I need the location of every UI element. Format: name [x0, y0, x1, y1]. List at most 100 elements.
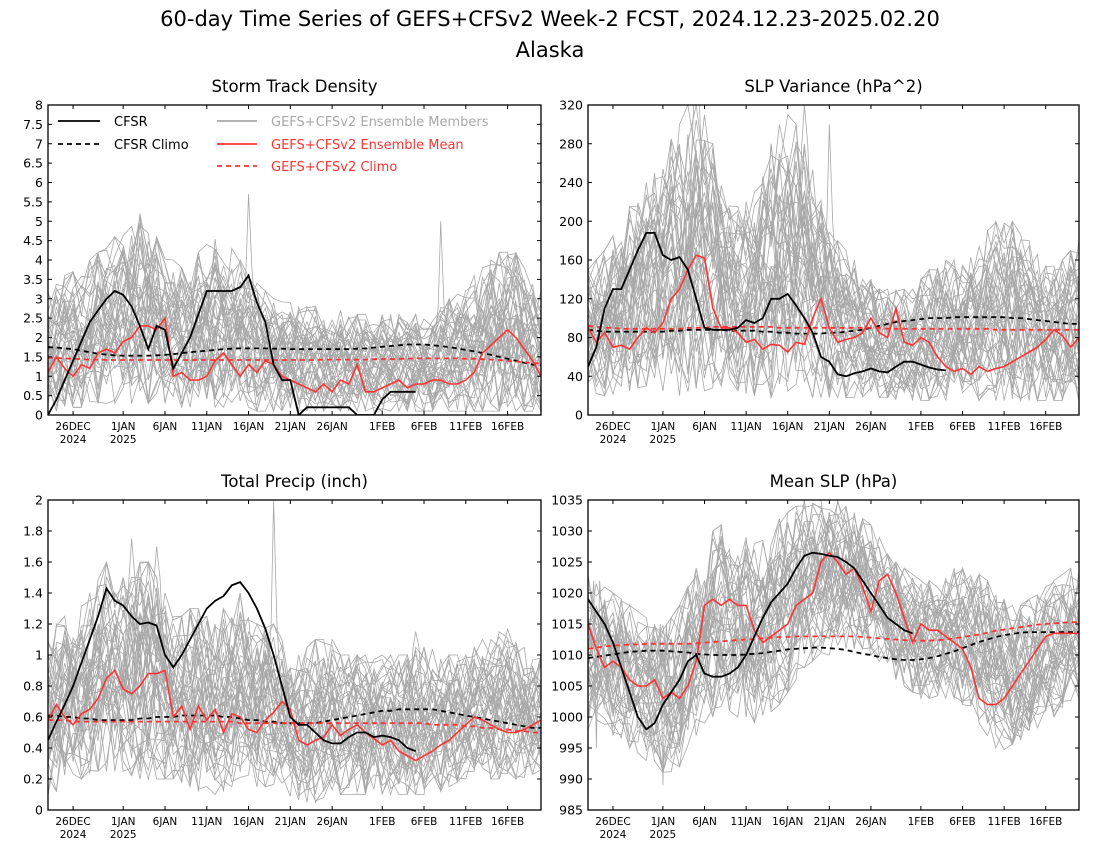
x-tick-label: 16JAN: [772, 421, 803, 433]
series-gefs-cfsv2-climo: [48, 356, 541, 365]
series-cfsr: [48, 273, 416, 415]
x-tick-label: 1JAN: [651, 421, 676, 433]
ensemble-member-line: [588, 160, 1079, 356]
ensemble-member-line: [588, 195, 1079, 378]
x-year-label: 2024: [600, 829, 627, 841]
ensemble-member-line: [48, 587, 541, 730]
y-tick-label: 1000: [551, 710, 583, 725]
x-tick-label: 6JAN: [153, 816, 178, 828]
y-tick-label: 5.5: [23, 194, 43, 209]
x-tick-label: 16FEB: [491, 816, 524, 828]
ensemble-member-line: [588, 203, 1079, 361]
y-tick-label: 2.5: [23, 311, 43, 326]
y-tick-label: 1.8: [23, 524, 43, 539]
x-tick-label: 1FEB: [369, 816, 396, 828]
legend: CFSR CFSR Climo GEFS+CFSv2 Ensemble Member…: [58, 115, 489, 175]
y-tick-label: 1015: [551, 617, 583, 632]
x-tick-label: 11JAN: [730, 421, 761, 433]
series-lines: [48, 581, 541, 762]
ensemble-members: [48, 500, 541, 804]
y-tick-label: 320: [559, 98, 583, 113]
panel-title: Total Precip (inch): [220, 472, 368, 491]
y-tick-label: 240: [559, 175, 583, 190]
x-tick-label: 6FEB: [949, 421, 976, 433]
y-tick-label: 200: [559, 214, 583, 229]
x-tick-label: 16FEB: [1029, 421, 1062, 433]
x-tick-label: 11FEB: [449, 421, 482, 433]
legend-label: GEFS+CFSv2 Ensemble Mean: [271, 138, 464, 153]
y-tick-label: 0: [35, 803, 43, 818]
ensemble-member-line: [48, 629, 541, 769]
ensemble-member-line: [588, 281, 1079, 403]
ensemble-member-line: [48, 561, 541, 704]
ensemble-members: [588, 500, 1079, 786]
y-tick-label: 7.5: [23, 117, 43, 132]
ensemble-member-line: [48, 216, 541, 367]
x-tick-label: 1FEB: [908, 421, 935, 433]
series-gefs-cfsv2-ensemble-mean: [588, 254, 1079, 376]
ensemble-member-line: [588, 202, 1079, 366]
x-year-label: 2025: [650, 829, 677, 841]
series-lines: [588, 231, 1079, 378]
x-year-label: 2025: [650, 434, 677, 446]
y-tick-label: 160: [559, 253, 583, 268]
x-tick-label: 21JAN: [814, 421, 845, 433]
series-lines: [588, 551, 1079, 731]
y-tick-label: 1005: [551, 679, 583, 694]
series-cfsr: [48, 581, 417, 752]
ensemble-member-line: [48, 583, 541, 729]
y-tick-label: 1: [35, 648, 43, 663]
y-tick-label: 1030: [551, 524, 583, 539]
y-tick-label: 40: [567, 369, 583, 384]
y-tick-label: 990: [559, 772, 583, 787]
y-tick-label: 120: [559, 291, 583, 306]
panel-title: Mean SLP (hPa): [770, 472, 898, 491]
ensemble-member-line: [588, 235, 1079, 394]
x-tick-label: 16JAN: [772, 816, 803, 828]
ensemble-members: [588, 105, 1079, 403]
ensemble-member-line: [588, 113, 1079, 336]
y-tick-label: 1020: [551, 586, 583, 601]
ensemble-member-line: [588, 248, 1079, 399]
x-year-label: 2025: [110, 434, 137, 446]
y-tick-label: 2: [35, 330, 43, 345]
panel-title: SLP Variance (hPa^2): [744, 77, 922, 96]
series-cfsr: [588, 551, 913, 731]
y-tick-label: 5: [35, 214, 43, 229]
x-tick-label: 6JAN: [153, 421, 178, 433]
x-tick-label: 21JAN: [275, 421, 306, 433]
legend-label: CFSR: [114, 115, 148, 130]
x-tick-label: 26JAN: [855, 816, 886, 828]
y-tick-label: 1025: [551, 555, 583, 570]
series-cfsr-climo: [588, 316, 1079, 335]
ensemble-member-line: [588, 124, 1079, 339]
chart-panel-3: Total Precip (inch) 0 0.2 0.4 0.6 0.8 1 1.2 1.4 1…: [23, 472, 542, 841]
ensemble-member-line: [588, 280, 1079, 401]
y-tick-label: 0.2: [23, 772, 43, 787]
x-tick-label: 1JAN: [651, 816, 676, 828]
ensemble-member-line: [48, 224, 541, 354]
y-tick-label: 8: [35, 98, 43, 113]
chart-panel-4: Mean SLP (hPa) 985 990 995 1000 1005 1010 1015 1…: [551, 472, 1080, 841]
x-tick-label: 26JAN: [855, 421, 886, 433]
x-tick-label: 6FEB: [411, 421, 438, 433]
x-tick-label: 11JAN: [730, 816, 761, 828]
x-tick-label: 26JAN: [316, 421, 347, 433]
x-tick-label: 16JAN: [233, 421, 264, 433]
y-tick-label: 4.5: [23, 233, 43, 248]
panel-title: Storm Track Density: [212, 77, 378, 96]
y-tick-label: 6: [35, 175, 43, 190]
ensemble-member-line: [48, 257, 541, 391]
x-tick-label: 6JAN: [692, 816, 717, 828]
series-cfsr-climo: [48, 343, 541, 367]
y-tick-label: 1: [35, 369, 43, 384]
ensemble-member-spike: [654, 623, 672, 786]
legend-label: CFSR Climo: [114, 138, 189, 153]
x-year-label: 2025: [110, 829, 137, 841]
ensemble-member-line: [588, 266, 1079, 401]
x-year-label: 2024: [600, 434, 627, 446]
ensemble-member-line: [48, 560, 541, 719]
x-tick-label: 1JAN: [111, 816, 136, 828]
y-tick-label: 985: [559, 803, 583, 818]
y-tick-label: 4: [35, 253, 43, 268]
